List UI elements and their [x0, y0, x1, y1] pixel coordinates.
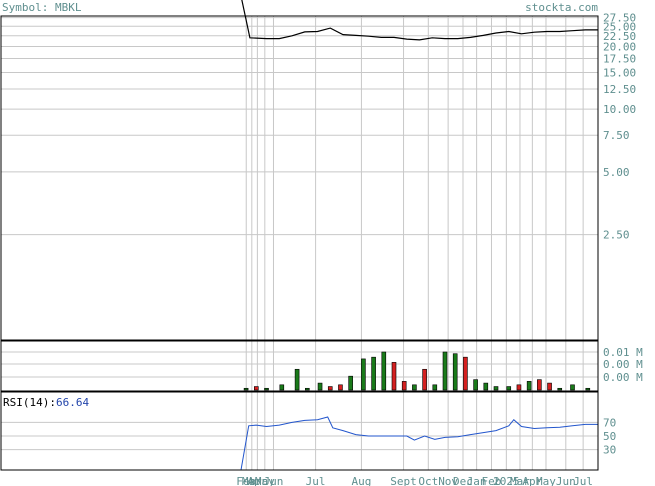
volume-tick-label: 0.01 M: [603, 346, 643, 359]
volume-bars: [243, 351, 591, 391]
volume-bar: [348, 375, 353, 391]
volume-bar: [432, 384, 438, 391]
volume-bar: [557, 387, 563, 391]
rsi-series-line: [240, 416, 598, 471]
price-tick-label: 20.00: [603, 40, 636, 53]
volume-bar: [338, 384, 343, 391]
rsi-tick-label: 30: [603, 444, 616, 457]
x-tick-label: Nov: [438, 475, 458, 486]
volume-bar: [279, 384, 285, 391]
volume-bar: [361, 358, 366, 391]
price-axis-ticks: 2.50 5.00 7.50 10.00 12.50 15.0017.5020.0022.…: [603, 12, 636, 242]
panel-frames: [0, 15, 599, 471]
volume-bar: [317, 382, 323, 391]
volume-bar: [452, 353, 458, 391]
panel-frame: [0, 340, 599, 392]
x-tick-label: May: [255, 475, 275, 486]
x-tick-label: Jul: [573, 475, 593, 486]
volume-bar: [371, 356, 376, 391]
x-tick-label: Jun: [264, 475, 284, 486]
volume-bar: [412, 384, 417, 391]
x-tick-label: Mar: [242, 475, 262, 486]
x-tick-label: Mar: [510, 475, 530, 486]
price-tick-label: 2.50: [603, 229, 630, 242]
volume-bar: [483, 382, 489, 391]
volume-bar: [294, 368, 300, 391]
volume-bar: [526, 381, 532, 391]
price-tick-label: 12.50: [603, 83, 636, 96]
price-tick-label: 25.00: [603, 20, 636, 33]
price-tick-label: 15.00: [603, 66, 636, 79]
volume-bar: [254, 386, 259, 391]
rsi-tick-label: 70: [603, 416, 616, 429]
x-tick-label: Apr: [247, 475, 267, 486]
symbol-label: Symbol: MBKL: [2, 1, 82, 14]
price-tick-label: 5.00: [603, 166, 630, 179]
volume-bar: [570, 384, 575, 391]
volume-bar: [442, 351, 448, 391]
volume-bar: [381, 351, 387, 391]
volume-tick-label: 0.00 M: [603, 358, 643, 371]
rsi-label: RSI(14):66.64: [3, 396, 89, 409]
price-tick-label: 27.50: [603, 12, 636, 25]
volume-bar: [264, 387, 269, 391]
volume-bar: [391, 362, 397, 391]
volume-bar: [473, 379, 478, 391]
x-tick-label: Jan: [467, 475, 487, 486]
volume-bar: [327, 386, 333, 391]
panel-frame: [0, 15, 599, 341]
volume-bar: [463, 356, 468, 391]
volume-bar: [516, 384, 522, 391]
x-tick-label: Dec: [453, 475, 473, 486]
volume-bar: [243, 387, 249, 391]
rsi-name: RSI(14):: [3, 396, 56, 409]
vertical-grid: [245, 16, 584, 470]
volume-bar: [585, 387, 591, 391]
volume-grid: [1, 351, 598, 378]
x-tick-label: Aug: [351, 475, 371, 486]
price-tick-label: 17.50: [603, 53, 636, 66]
volume-bar: [506, 386, 512, 391]
price-series-line: [241, 0, 598, 41]
volume-axis-ticks: 0.01 M0.00 M0.00 M: [603, 346, 643, 384]
x-tick-label: Feb: [482, 475, 502, 486]
x-tick-label: Sept: [390, 475, 417, 486]
price-tick-label: 22.50: [603, 30, 636, 43]
x-tick-label: Jun: [556, 475, 576, 486]
x-tick-label: Oct: [418, 475, 438, 486]
panel-frame: [0, 391, 599, 471]
x-tick-label: May: [536, 475, 556, 486]
brand-label[interactable]: stockta.com: [525, 1, 598, 14]
volume-bar: [304, 387, 310, 391]
x-tick-label: Feb: [236, 475, 256, 486]
price-tick-label: 7.50: [603, 129, 630, 142]
price-grid: [1, 17, 598, 236]
volume-bar: [547, 382, 552, 391]
x-tick-label: 2025: [493, 475, 520, 486]
rsi-grid: [1, 421, 598, 451]
volume-tick-label: 0.00 M: [603, 371, 643, 384]
volume-bar: [493, 386, 499, 391]
rsi-value: 66.64: [56, 396, 89, 409]
x-tick-label: Apr: [522, 475, 542, 486]
volume-bar: [422, 368, 427, 391]
volume-bar: [537, 379, 542, 391]
rsi-tick-label: 50: [603, 430, 616, 443]
price-tick-label: 10.00: [603, 103, 636, 116]
x-tick-label: Jul: [306, 475, 326, 486]
volume-bar: [401, 381, 407, 391]
